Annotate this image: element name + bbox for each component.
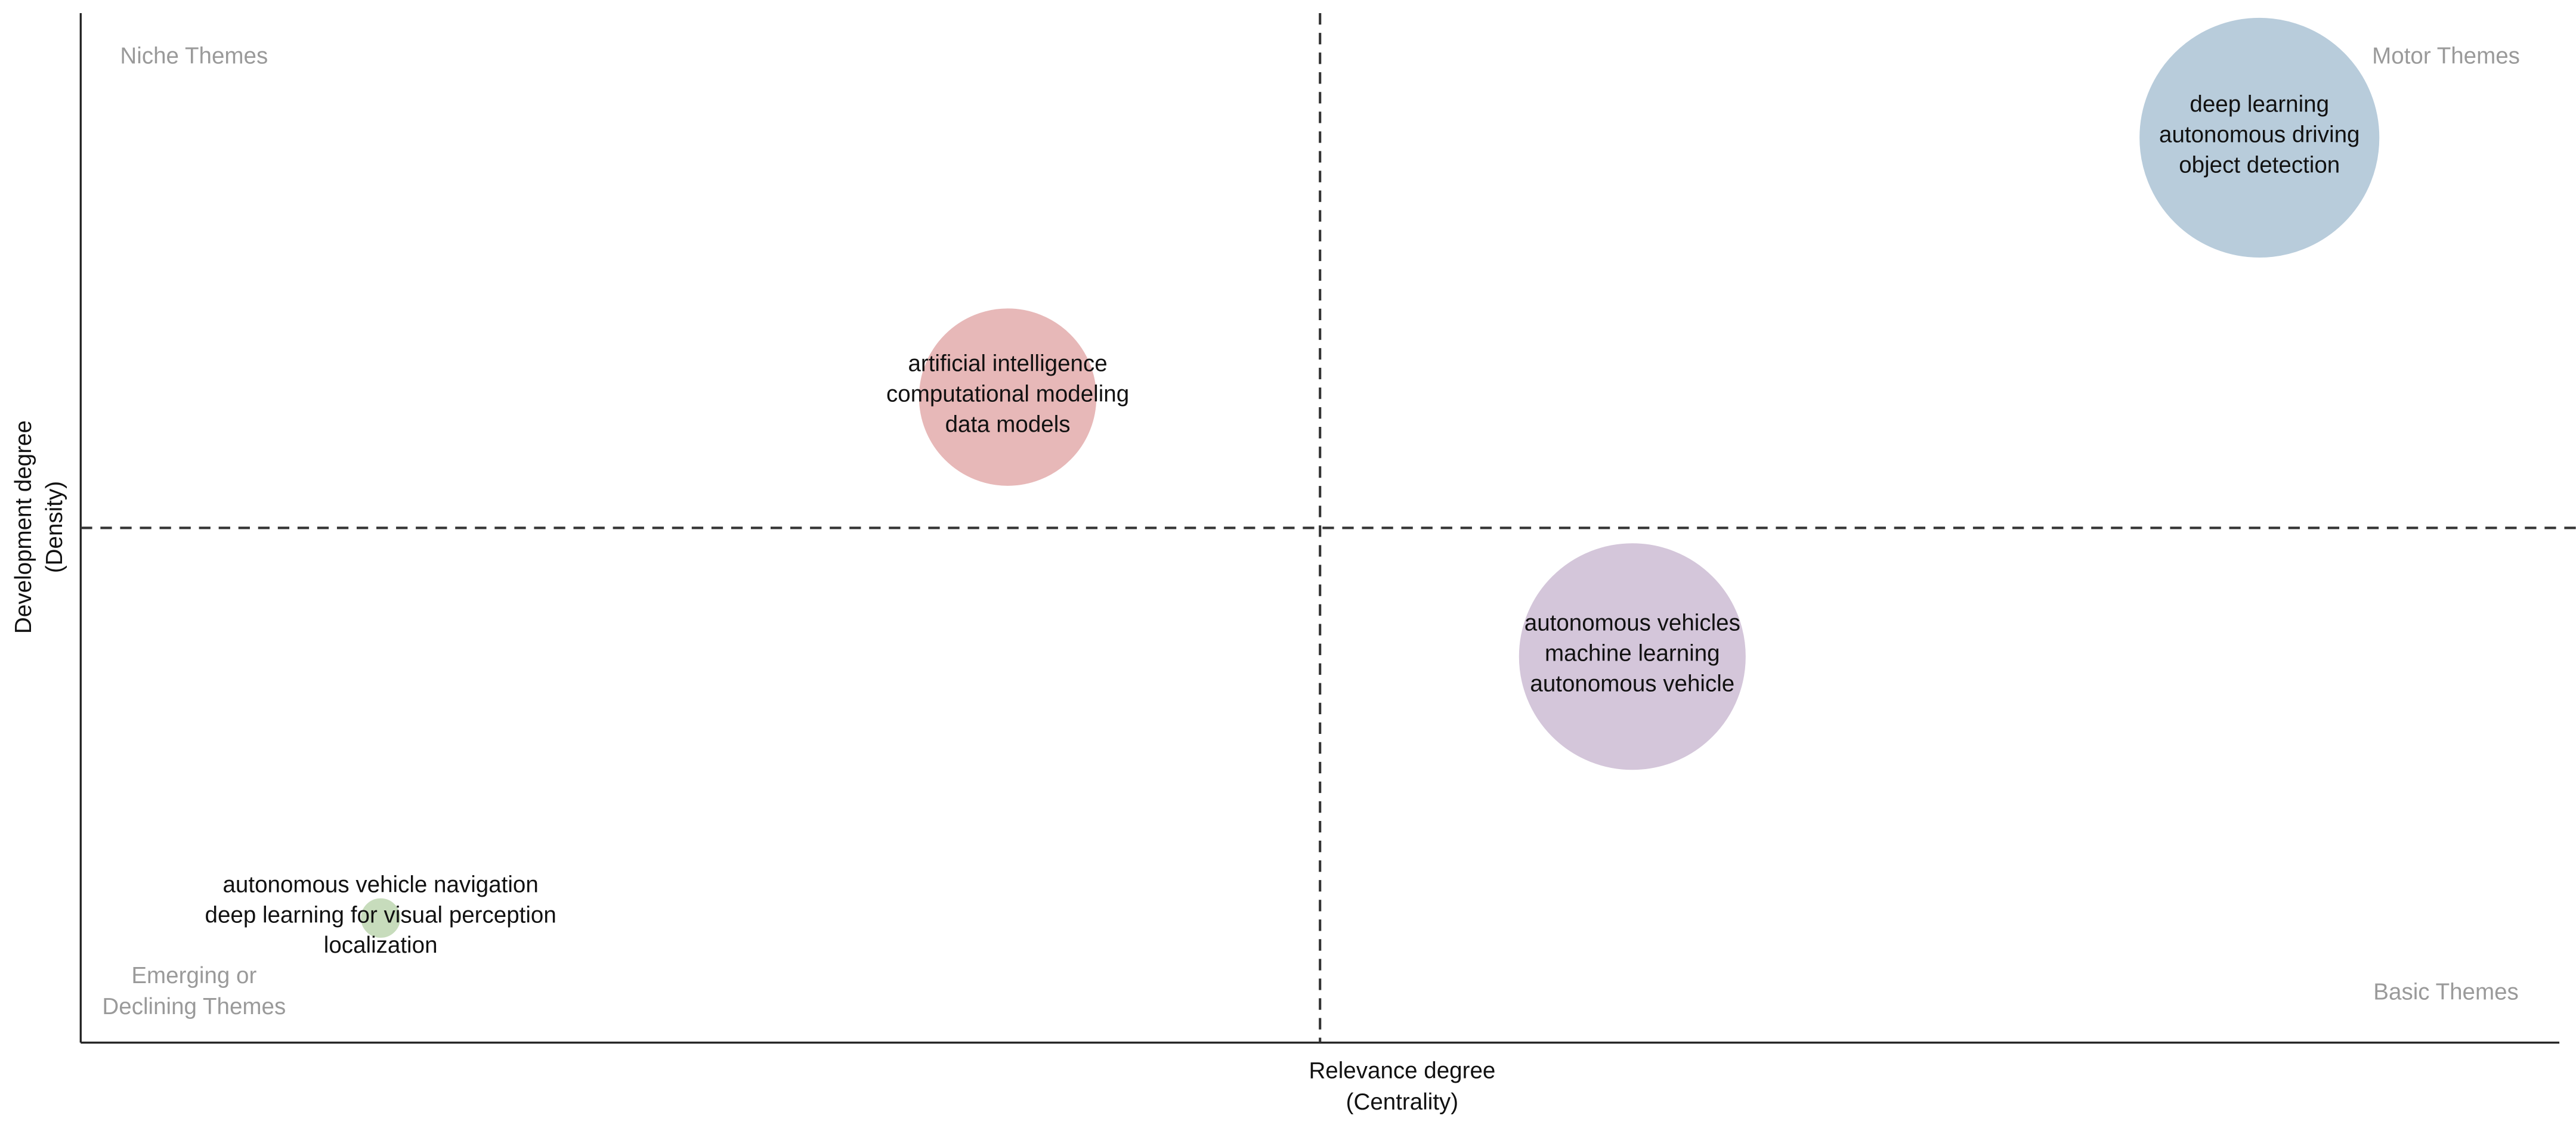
quadrant-label: Niche Themes (120, 44, 268, 69)
bubble-label: deep learning for visual perception (205, 902, 556, 928)
bubble (361, 898, 401, 938)
bubble-label: deep learning (2190, 91, 2329, 117)
bubble-label: data models (945, 411, 1071, 437)
bubble (2139, 17, 2380, 258)
quadrant-label: Motor Themes (2372, 44, 2520, 69)
bubble-label: object detection (2179, 152, 2340, 178)
x-axis-label: (Centrality) (1346, 1089, 1458, 1115)
bubble-label: autonomous vehicles (1524, 611, 1740, 636)
bubble-label: computational modeling (886, 382, 1129, 407)
bubble-label: autonomous vehicle navigation (223, 872, 539, 897)
bubble (919, 308, 1097, 486)
bubble-label: autonomous vehicle (1530, 671, 1734, 697)
quadrant-label: Declining Themes (102, 994, 286, 1019)
bubble-label: artificial intelligence (908, 351, 1107, 377)
x-axis-label: Relevance degree (1309, 1058, 1495, 1084)
y-axis-label: (Density) (42, 481, 67, 573)
bubble-label: autonomous driving (2159, 122, 2359, 147)
bubble (1519, 543, 1746, 770)
y-axis-label: Development degree (11, 420, 36, 634)
quadrant-label: Emerging or (131, 963, 256, 988)
bubble-label: machine learning (1545, 641, 1720, 667)
quadrant-label: Basic Themes (2373, 979, 2519, 1005)
bubble-label: localization (324, 932, 438, 958)
